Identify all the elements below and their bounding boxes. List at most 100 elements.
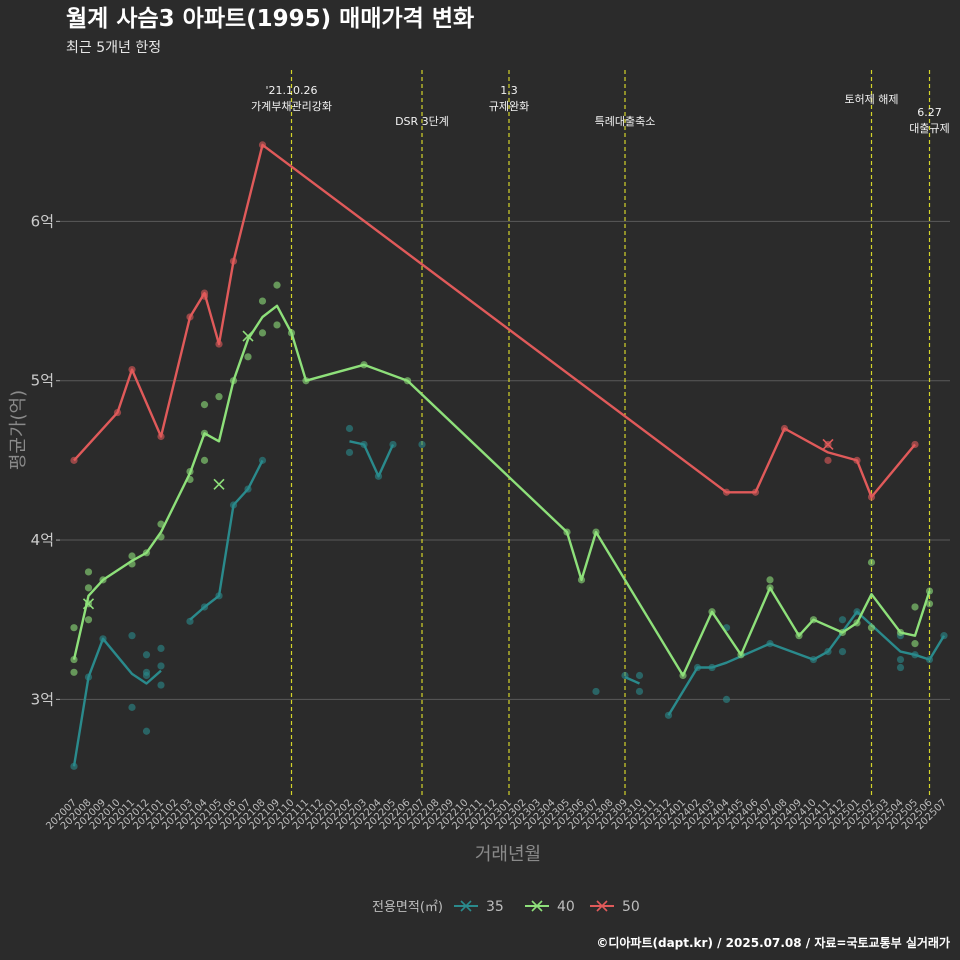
data-point-50 xyxy=(911,440,919,449)
data-point-35 xyxy=(896,655,905,664)
cross-mark-40 xyxy=(213,478,225,490)
data-point-35 xyxy=(142,727,151,735)
event-label: 1.3 xyxy=(500,84,518,97)
data-point-35 xyxy=(215,592,223,600)
data-point-35 xyxy=(128,632,136,640)
data-point-35 xyxy=(635,671,644,680)
data-point-40 xyxy=(766,576,774,584)
x-axis-ticks: 2020072020082020092020102020112020122021… xyxy=(44,797,949,832)
cross-mark-50 xyxy=(822,438,834,451)
data-point-40 xyxy=(84,616,93,624)
data-point-35 xyxy=(389,440,397,449)
data-point-40 xyxy=(911,603,919,611)
legend: 전용면적(㎡) 35 40 50 xyxy=(372,899,640,915)
data-point-40 xyxy=(911,640,919,648)
data-point-35 xyxy=(258,456,267,464)
legend-key-cross-35 xyxy=(460,900,472,912)
cross-mark-40 xyxy=(82,598,95,610)
data-point-50 xyxy=(867,493,876,501)
legend-key-cross-40 xyxy=(531,900,543,912)
event-label: 특례대출축소 xyxy=(595,115,656,128)
data-point-40 xyxy=(142,549,151,557)
cross-mark-40 xyxy=(242,330,254,342)
event-label: '21.10.26 xyxy=(265,84,317,97)
data-point-40 xyxy=(244,353,252,361)
data-point-35 xyxy=(824,647,832,656)
y-axis-label: 평균가(억) xyxy=(8,390,29,470)
data-point-40 xyxy=(563,528,571,536)
chart-title: 월계 사슴3 아파트(1995) 매매가격 변화 xyxy=(66,6,474,32)
data-point-40 xyxy=(795,632,803,640)
data-point-40 xyxy=(273,321,281,329)
series-line-35 xyxy=(72,637,162,767)
legend-label-40: 40 xyxy=(557,899,575,915)
data-point-35 xyxy=(621,671,629,680)
data-point-50 xyxy=(780,424,789,433)
data-point-40 xyxy=(403,377,412,385)
data-point-50 xyxy=(751,488,760,496)
series-line-50 xyxy=(73,143,916,499)
data-point-50 xyxy=(157,432,165,441)
event-label: 규제완화 xyxy=(489,100,529,113)
event-label: 가계부채관리강화 xyxy=(251,100,332,113)
data-point-35 xyxy=(229,501,238,509)
data-point-40 xyxy=(302,377,310,385)
data-point-35 xyxy=(664,711,673,719)
y-tick-label: 5억 xyxy=(31,372,54,390)
data-point-40 xyxy=(128,560,136,568)
data-point-35 xyxy=(128,703,136,711)
data-point-35 xyxy=(809,655,818,664)
data-point-35 xyxy=(157,681,165,689)
data-point-40 xyxy=(896,628,905,637)
data-point-40 xyxy=(200,429,209,437)
series-line-35 xyxy=(624,676,640,685)
data-point-40 xyxy=(853,619,861,627)
data-point-40 xyxy=(737,651,745,659)
data-point-40 xyxy=(867,624,876,632)
event-label: DSR 3단계 xyxy=(395,115,449,128)
data-point-50 xyxy=(229,257,238,265)
data-point-35 xyxy=(345,424,354,433)
data-point-50 xyxy=(113,408,122,417)
data-point-40 xyxy=(679,671,687,680)
data-point-40 xyxy=(70,655,78,664)
data-point-35 xyxy=(374,472,383,480)
data-point-35 xyxy=(708,663,716,672)
data-point-40 xyxy=(577,576,586,584)
data-point-40 xyxy=(287,329,296,337)
data-point-35 xyxy=(186,617,194,625)
data-point-40 xyxy=(229,377,238,385)
data-point-35 xyxy=(911,651,919,659)
data-point-50 xyxy=(722,488,731,496)
data-point-35 xyxy=(693,663,702,672)
y-axis-ticks: 3억 4억 5억 6억 xyxy=(31,212,60,708)
data-point-40 xyxy=(157,533,165,541)
data-point-40 xyxy=(157,520,165,528)
data-point-40 xyxy=(925,587,934,595)
data-point-35 xyxy=(345,448,354,457)
data-point-40 xyxy=(186,467,194,476)
legend-label-35: 35 xyxy=(486,899,504,915)
data-point-40 xyxy=(70,624,78,632)
data-point-35 xyxy=(925,655,934,664)
data-point-35 xyxy=(722,695,731,703)
data-point-40 xyxy=(215,393,223,401)
legend-label-50: 50 xyxy=(622,899,640,915)
data-point-40 xyxy=(128,552,136,560)
data-point-35 xyxy=(592,687,600,696)
data-point-35 xyxy=(84,673,93,681)
data-point-50 xyxy=(70,456,78,464)
data-point-40 xyxy=(708,608,716,616)
data-point-35 xyxy=(360,440,368,449)
data-point-40 xyxy=(592,528,600,536)
data-point-50 xyxy=(824,456,832,464)
data-point-50 xyxy=(186,313,194,321)
legend-title: 전용면적(㎡) xyxy=(372,900,443,915)
chart-caption: ©디아파트(dapt.kr) / 2025.07.08 / 자료=국토교통부 실… xyxy=(596,935,950,950)
data-point-35 xyxy=(838,616,847,624)
data-point-40 xyxy=(273,281,281,289)
data-point-50 xyxy=(258,141,267,149)
y-tick-label: 6억 xyxy=(31,212,54,230)
